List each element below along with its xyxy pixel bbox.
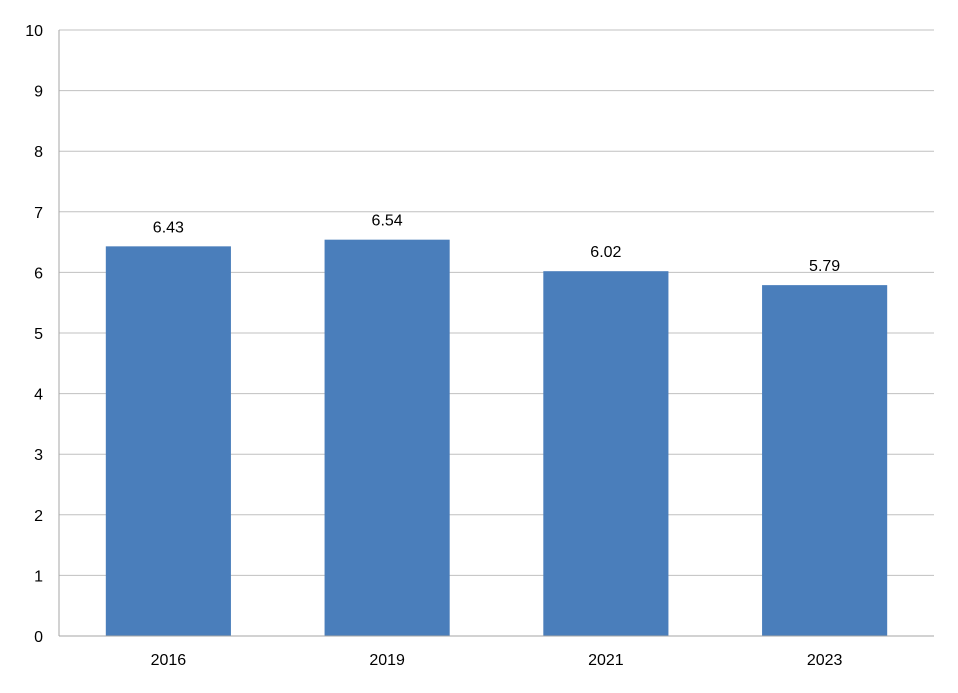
- y-tick-label-10: 10: [25, 23, 43, 40]
- y-tick-label-5: 5: [34, 326, 43, 343]
- y-tick-label-3: 3: [34, 447, 43, 464]
- x-tick-label-2021: 2021: [588, 652, 624, 669]
- data-label-2019: 6.54: [372, 213, 403, 230]
- x-tick-label-2016: 2016: [151, 652, 187, 669]
- y-tick-labels: 0 1 2 3 4 5 6 7 8 9 10: [25, 23, 43, 646]
- data-labels: 6.43 6.54 6.02 5.79: [153, 213, 840, 275]
- y-tick-label-9: 9: [34, 84, 43, 101]
- bar-2019: [324, 239, 450, 636]
- y-tick-label-8: 8: [34, 144, 43, 161]
- y-tick-label-0: 0: [34, 629, 43, 646]
- bar-2016: [105, 246, 231, 637]
- data-label-2021: 6.02: [590, 244, 621, 261]
- y-tick-label-1: 1: [34, 568, 43, 585]
- bar-2023: [762, 285, 888, 636]
- axes: [58, 30, 934, 637]
- y-tick-label-4: 4: [34, 387, 43, 404]
- data-label-2016: 6.43: [153, 219, 184, 236]
- data-label-2023: 5.79: [809, 258, 840, 275]
- y-tick-label-2: 2: [34, 508, 43, 525]
- bars: [105, 239, 888, 637]
- x-tick-label-2019: 2019: [369, 652, 405, 669]
- x-tick-label-2023: 2023: [807, 652, 843, 669]
- y-tick-label-6: 6: [34, 265, 43, 282]
- bar-2021: [543, 271, 669, 636]
- x-tick-labels: 2016 2019 2021 2023: [151, 652, 843, 669]
- y-tick-label-7: 7: [34, 205, 43, 222]
